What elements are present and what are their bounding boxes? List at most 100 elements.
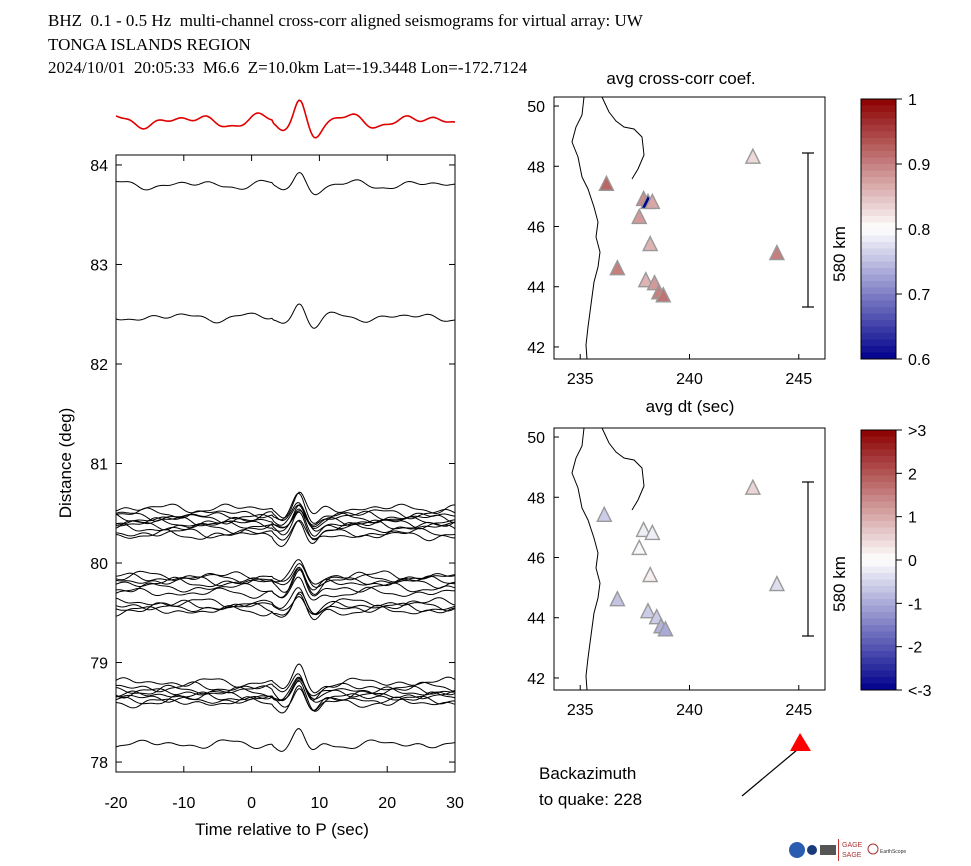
colorbar-band [861, 320, 896, 327]
colorbar-band [861, 631, 896, 639]
seismogram-frame [115, 154, 456, 773]
colorbar-band [861, 592, 896, 600]
station-triangle-icon [644, 523, 661, 541]
colorbar-band [861, 294, 896, 301]
colorbar-band [861, 268, 896, 275]
colorbar-band [861, 105, 896, 113]
colorbar-band [861, 566, 896, 574]
colorbar-band [861, 430, 896, 437]
station-triangle-icon [644, 192, 661, 210]
map1-scalebar-label: 580 km [830, 226, 849, 282]
colorbar-band [861, 339, 896, 347]
colorbar-band [861, 508, 896, 515]
x-tick-label: 0 [247, 795, 256, 812]
colorbar-tick-label: 0.9 [908, 157, 930, 174]
colorbar-band [861, 222, 896, 230]
map-y-tick-label: 42 [527, 340, 545, 357]
map1-scalebar [802, 152, 814, 308]
map-x-tick-label: 245 [785, 371, 812, 388]
seismogram-trace [115, 171, 456, 196]
coastline [571, 427, 601, 691]
seismogram-trace [115, 519, 456, 547]
colorbar-band [861, 683, 896, 691]
map1-frame [553, 96, 826, 360]
seismogram-trace [115, 520, 455, 545]
map-x-tick-label: 240 [676, 371, 703, 388]
svg-text:SAGE: SAGE [842, 852, 862, 859]
y-tick-label: 83 [90, 257, 108, 274]
y-tick-label: 80 [90, 556, 108, 573]
colorbar-band [861, 112, 896, 119]
map-y-tick-label: 50 [527, 430, 545, 447]
station-triangle-icon [657, 620, 674, 637]
colorbar-band [861, 203, 896, 210]
map-x-tick-label: 235 [567, 702, 594, 719]
map-y-tick-label: 44 [527, 611, 545, 628]
map-y-tick-label: 48 [527, 159, 545, 176]
map-x-tick-label: 245 [785, 702, 812, 719]
colorbar-band [861, 638, 896, 645]
station-triangle-icon [631, 207, 648, 225]
colorbar-tick-label: <-3 [908, 683, 932, 700]
colorbar-band [861, 99, 896, 106]
colorbar-band [861, 547, 896, 554]
station-triangle-icon [598, 174, 615, 192]
seismogram-trace [115, 685, 456, 714]
seismogram-trace [115, 728, 456, 752]
colorbar-band [861, 644, 896, 652]
map-y-tick-label: 44 [527, 280, 545, 297]
colorbar-band [861, 612, 896, 619]
colorbar-dt [861, 430, 896, 691]
colorbar-band [861, 456, 896, 463]
colorbar-band [861, 144, 896, 152]
header-line-1: BHZ 0.1 - 0.5 Hz multi-channel cross-cor… [48, 11, 643, 30]
stack-trace [115, 99, 456, 139]
map-y-tick-label: 46 [527, 219, 545, 236]
station-triangle-icon [642, 234, 659, 252]
seismogram-trace [115, 568, 456, 598]
colorbar-band [861, 125, 896, 132]
svg-text:EarthScope: EarthScope [880, 849, 906, 855]
colorbar-band [861, 462, 896, 470]
colorbar-band [861, 664, 896, 671]
station-triangle-icon [655, 286, 672, 303]
backazimuth-triangle-icon [790, 733, 811, 751]
colorbar-band [861, 540, 896, 548]
seismogram-trace [115, 688, 456, 711]
colorbar-band [861, 670, 896, 678]
seismogram-trace [115, 593, 456, 621]
y-tick-label: 82 [90, 357, 108, 374]
colorbar-band [861, 449, 896, 457]
colorbar-band [861, 118, 896, 126]
colorbar-band [861, 190, 896, 197]
backazimuth-label: Backazimuth [539, 764, 636, 783]
seismogram-trace [115, 566, 456, 596]
colorbar-band [861, 352, 896, 360]
colorbar-band [861, 534, 896, 541]
map-x-tick-label: 240 [676, 702, 703, 719]
seismogram-trace [115, 303, 456, 329]
map-y-tick-label: 48 [527, 490, 545, 507]
colorbar-tick-label: -2 [908, 640, 922, 657]
colorbar-band [861, 131, 896, 139]
colorbar-band [861, 307, 896, 314]
header-line-2: TONGA ISLANDS REGION [48, 35, 251, 54]
colorbar-band [861, 560, 896, 567]
colorbar-band [861, 346, 896, 353]
colorbar-band [861, 527, 896, 535]
colorbar-band [861, 138, 896, 145]
colorbar-tick-label: 1 [908, 510, 917, 527]
coastline [571, 96, 601, 360]
agency-logos: GAGE SAGE EarthScope [789, 839, 906, 861]
map2-frame [553, 427, 826, 691]
y-tick-label: 84 [90, 158, 108, 175]
colorbar-band [861, 625, 896, 632]
colorbar-tick-label: 0.6 [908, 352, 930, 369]
colorbar-band [861, 469, 896, 476]
colorbar-band [861, 677, 896, 684]
colorbar-band [861, 521, 896, 528]
colorbar-band [861, 501, 896, 509]
colorbar-band [861, 216, 896, 223]
station-triangle-icon [744, 478, 762, 495]
